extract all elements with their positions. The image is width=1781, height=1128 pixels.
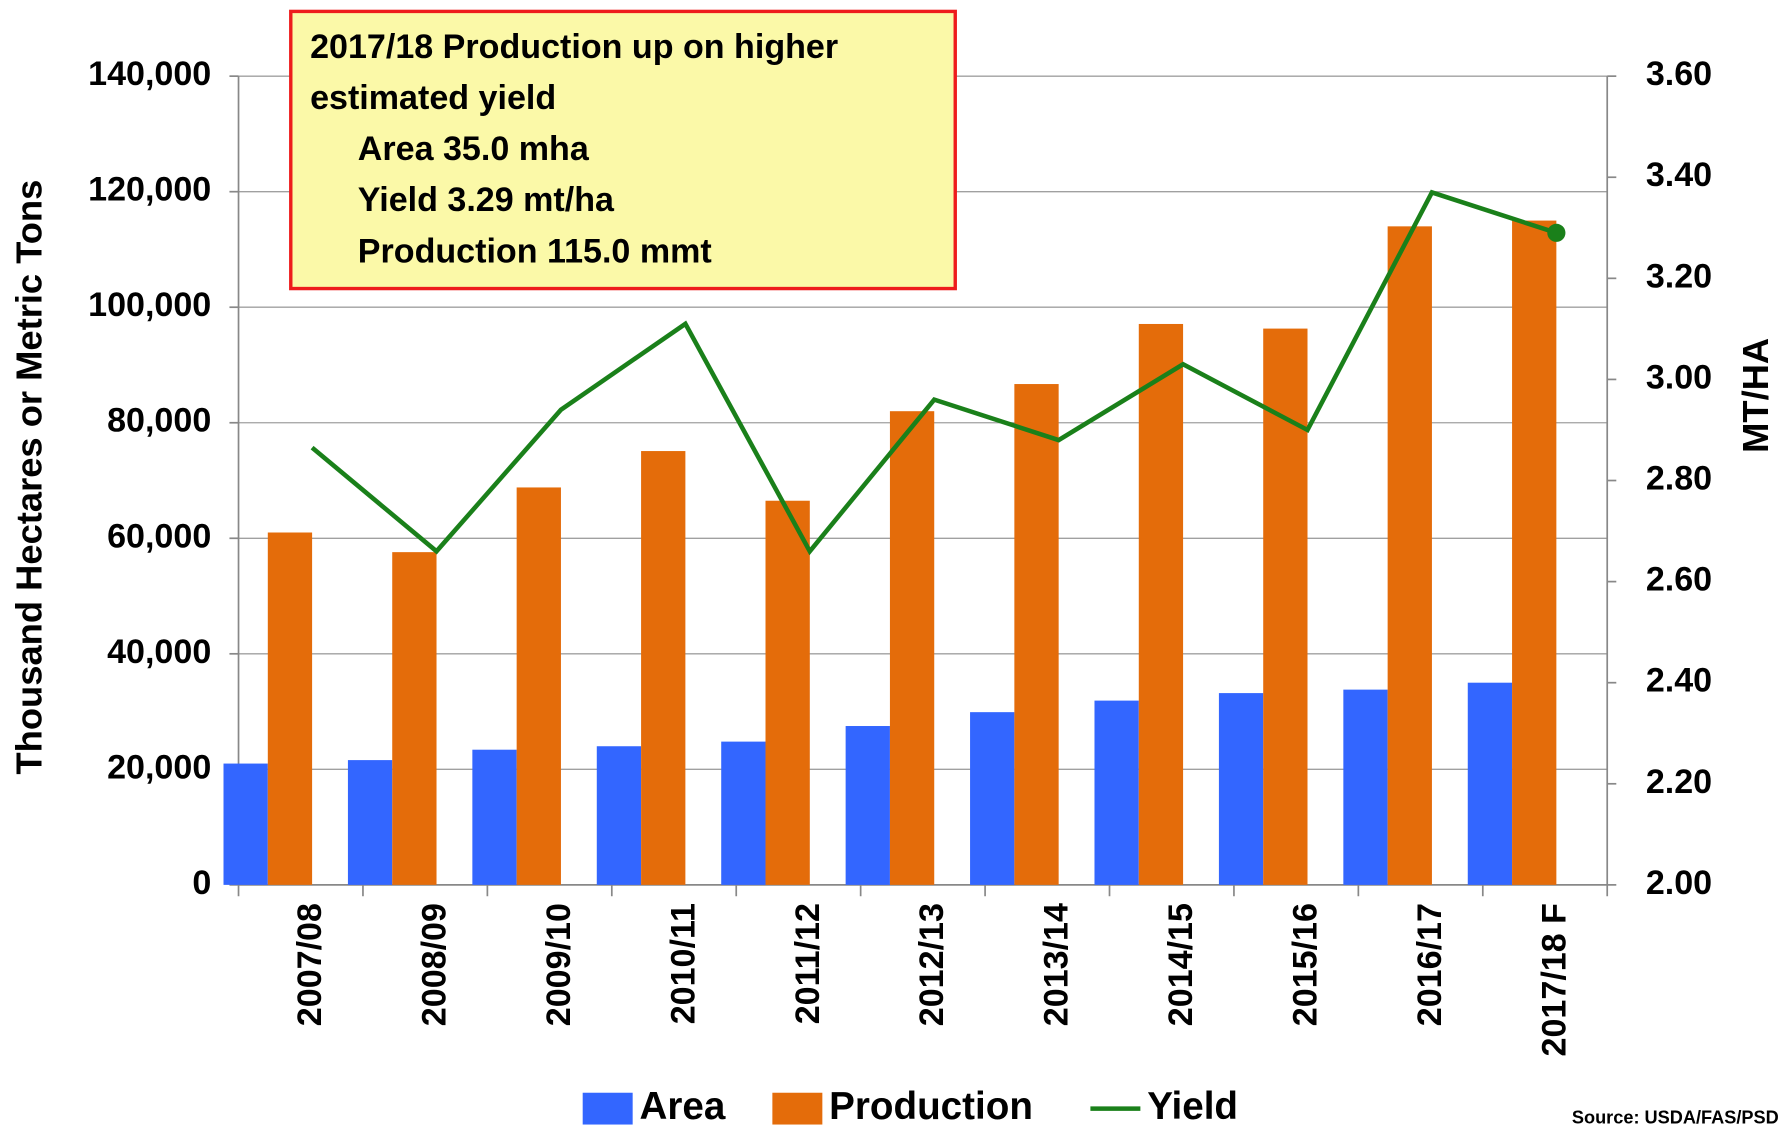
bar [1263,328,1308,885]
y-tick-label: 80,000 [107,402,211,440]
y2-tick-label: 3.20 [1646,257,1712,295]
bar [765,500,810,885]
y2-tick-label: 3.60 [1646,55,1712,93]
bar [392,552,437,885]
legend-swatch [582,1092,633,1125]
x-tick-label: 2015/16 [1287,903,1325,1026]
bar [1218,693,1264,885]
x-tick-label: 2010/11 [664,903,702,1024]
y2-tick-label: 2.20 [1646,763,1712,801]
y2-axis-title: MT/HA [1735,338,1776,453]
legend-swatch [772,1092,823,1125]
y2-tick-label: 3.40 [1646,156,1712,194]
source: Source: USDA/FAS/PSD [1572,1108,1779,1128]
y-tick-label: 0 [192,864,211,902]
annotation-text: Area 35.0 mha [358,130,590,168]
annotation-text: estimated yield [310,79,556,117]
bar [472,749,517,885]
bar [641,451,686,885]
bar [845,726,890,885]
x-tick-label: 2013/14 [1038,903,1076,1026]
x-tick-label: 2007/08 [291,903,329,1026]
bar [1467,682,1513,885]
y2-tick-label: 2.60 [1646,561,1712,599]
legend-label: Area [639,1085,725,1128]
bar [1343,689,1388,885]
bar [267,532,313,885]
x-tick-label: 2017/18 F [1535,903,1573,1056]
x-tick-label: 2012/13 [913,903,951,1026]
x-tick-label: 2008/09 [416,903,454,1026]
bar [970,712,1015,885]
x-tick-label: 2009/10 [540,903,578,1026]
annotation-text: Yield 3.29 mt/ha [358,181,615,219]
bar [516,487,561,885]
bar [1138,323,1184,885]
bar [1094,700,1139,885]
y2-tick-label: 2.80 [1646,460,1712,498]
y-tick-label: 20,000 [107,748,211,786]
bar [721,741,766,885]
yield-marker [1547,223,1566,242]
x-tick-label: 2014/15 [1162,903,1200,1026]
annotation-box [289,9,957,291]
bar [889,411,935,885]
annotation-text: 2017/18 Production up on higher [310,28,838,66]
x-tick-label: 2011/12 [789,903,827,1024]
y-tick-label: 140,000 [88,55,211,93]
y-tick-label: 60,000 [107,517,211,555]
y-axis-title: Thousand Hectares or Metric Tons [8,180,49,775]
bar [1387,226,1432,885]
bar [347,760,393,885]
bar [1014,384,1059,885]
y2-tick-label: 2.40 [1646,662,1712,700]
legend-label: Production [829,1085,1033,1128]
yield-line [310,189,1558,556]
bar [223,763,268,885]
bar [596,746,642,885]
y-tick-label: 40,000 [107,633,211,671]
y-tick-label: 120,000 [88,171,211,209]
y2-tick-label: 3.00 [1646,358,1712,396]
x-tick-label: 2016/17 [1411,903,1449,1026]
y-tick-label: 100,000 [88,286,211,324]
annotation-text: Production 115.0 mmt [358,232,712,270]
legend-label: Yield [1147,1085,1238,1128]
bar [1512,220,1557,885]
y2-tick-label: 2.00 [1646,864,1712,902]
